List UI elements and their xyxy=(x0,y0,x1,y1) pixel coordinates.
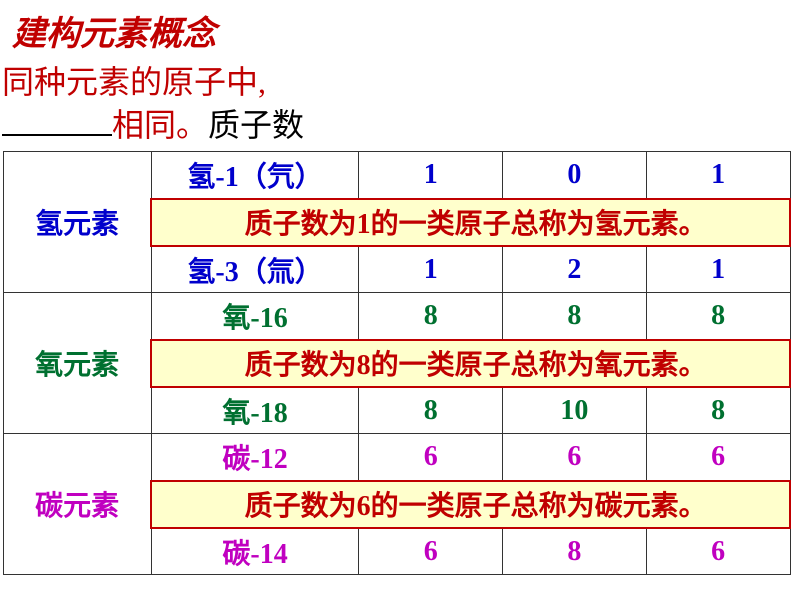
group-label: 碳元素 xyxy=(4,434,152,575)
proton-count: 6 xyxy=(359,528,503,575)
electron-count: 6 xyxy=(646,528,790,575)
group-label: 氢元素 xyxy=(4,152,152,293)
electron-count: 8 xyxy=(646,387,790,434)
neutron-count: 0 xyxy=(503,152,647,199)
element-table: 氢元素氢-1（氕）101质子数为1的一类原子总称为氢元素。氢-3（氚）121氧元… xyxy=(3,151,791,575)
neutron-count: 8 xyxy=(503,293,647,340)
group-label: 氧元素 xyxy=(4,293,152,434)
atom-name: 碳-12 xyxy=(151,434,359,481)
highlight-row: 质子数为6的一类原子总称为碳元素。 xyxy=(151,481,790,528)
highlight-row: 质子数为1的一类原子总称为氢元素。 xyxy=(151,199,790,246)
neutron-count: 2 xyxy=(503,246,647,293)
electron-count: 6 xyxy=(646,434,790,481)
atom-name: 氧-16 xyxy=(151,293,359,340)
neutron-count: 10 xyxy=(503,387,647,434)
subtitle-after: 相同。 xyxy=(112,107,208,143)
electron-count: 8 xyxy=(646,293,790,340)
proton-count: 1 xyxy=(359,246,503,293)
neutron-count: 6 xyxy=(503,434,647,481)
highlight-row: 质子数为8的一类原子总称为氧元素。 xyxy=(151,340,790,387)
proton-count: 6 xyxy=(359,434,503,481)
subtitle: 同种元素的原子中, 相同。质子数 xyxy=(0,61,794,151)
subtitle-line1: 同种元素的原子中, xyxy=(2,64,266,100)
page-title: 建构元素概念 xyxy=(0,0,794,61)
proton-count: 1 xyxy=(359,152,503,199)
atom-name: 氢-3（氚） xyxy=(151,246,359,293)
atom-name: 碳-14 xyxy=(151,528,359,575)
subtitle-answer: 质子数 xyxy=(208,107,304,143)
blank xyxy=(2,134,112,136)
electron-count: 1 xyxy=(646,152,790,199)
neutron-count: 8 xyxy=(503,528,647,575)
proton-count: 8 xyxy=(359,293,503,340)
proton-count: 8 xyxy=(359,387,503,434)
atom-name: 氧-18 xyxy=(151,387,359,434)
electron-count: 1 xyxy=(646,246,790,293)
atom-name: 氢-1（氕） xyxy=(151,152,359,199)
